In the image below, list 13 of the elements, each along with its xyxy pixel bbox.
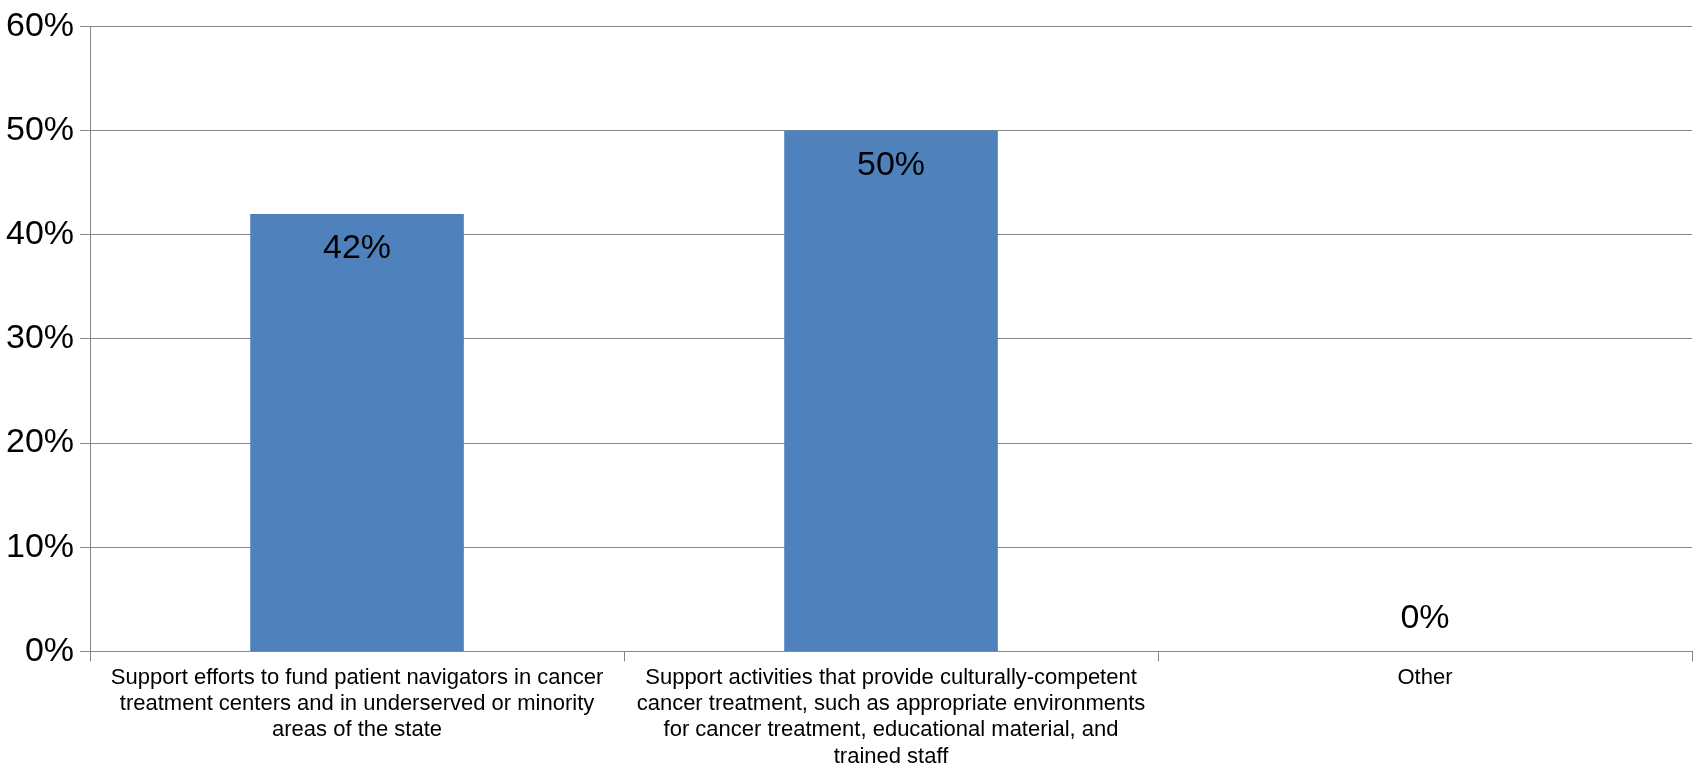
data-label: 42% xyxy=(323,227,392,266)
y-tick-label: 30% xyxy=(5,317,75,356)
x-tick-label: Support activities that provide culturally-competent cancer treatment, such as appropriate environments for cancer treatment, educational material, and trained staff xyxy=(636,663,1146,768)
y-tick-label: 50% xyxy=(5,108,75,147)
y-tick-label: 20% xyxy=(5,421,75,460)
y-tick-label: 10% xyxy=(5,525,75,564)
x-tick-label: Support efforts to fund patient navigators in cancer treatment centers and in underserved or minority areas of the state xyxy=(110,663,604,742)
y-tick-label: 0% xyxy=(24,629,75,668)
data-label: 0% xyxy=(1400,596,1450,635)
y-tick-label: 60% xyxy=(5,4,75,43)
x-tick-label: Other xyxy=(1397,663,1453,689)
data-label: 50% xyxy=(856,143,926,182)
y-tick-label: 40% xyxy=(5,213,75,252)
